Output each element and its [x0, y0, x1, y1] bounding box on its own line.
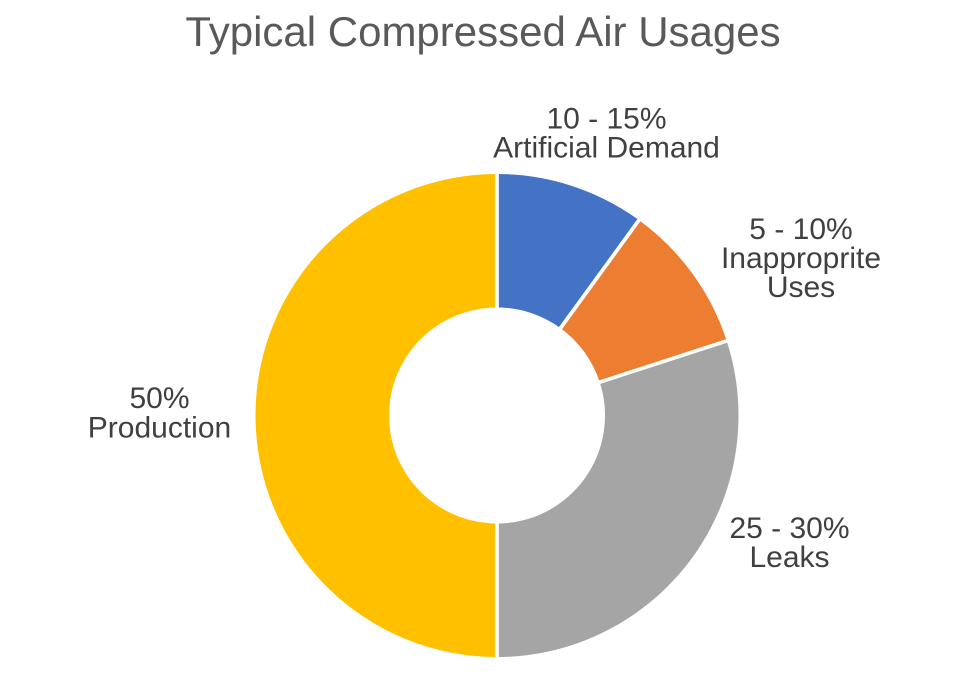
- svg-text:25 - 30%: 25 - 30%: [729, 512, 849, 545]
- svg-text:10 - 15%: 10 - 15%: [546, 103, 666, 136]
- svg-text:Typical Compressed Air Usages: Typical Compressed Air Usages: [185, 8, 780, 55]
- svg-text:5 - 10%: 5 - 10%: [749, 213, 852, 246]
- svg-text:Leaks: Leaks: [749, 541, 829, 574]
- svg-text:Production: Production: [88, 411, 231, 444]
- svg-text:Uses: Uses: [767, 271, 835, 304]
- svg-text:Artificial Demand: Artificial Demand: [493, 131, 720, 164]
- svg-text:50%: 50%: [129, 382, 189, 415]
- svg-text:Inapproprite: Inapproprite: [721, 242, 881, 275]
